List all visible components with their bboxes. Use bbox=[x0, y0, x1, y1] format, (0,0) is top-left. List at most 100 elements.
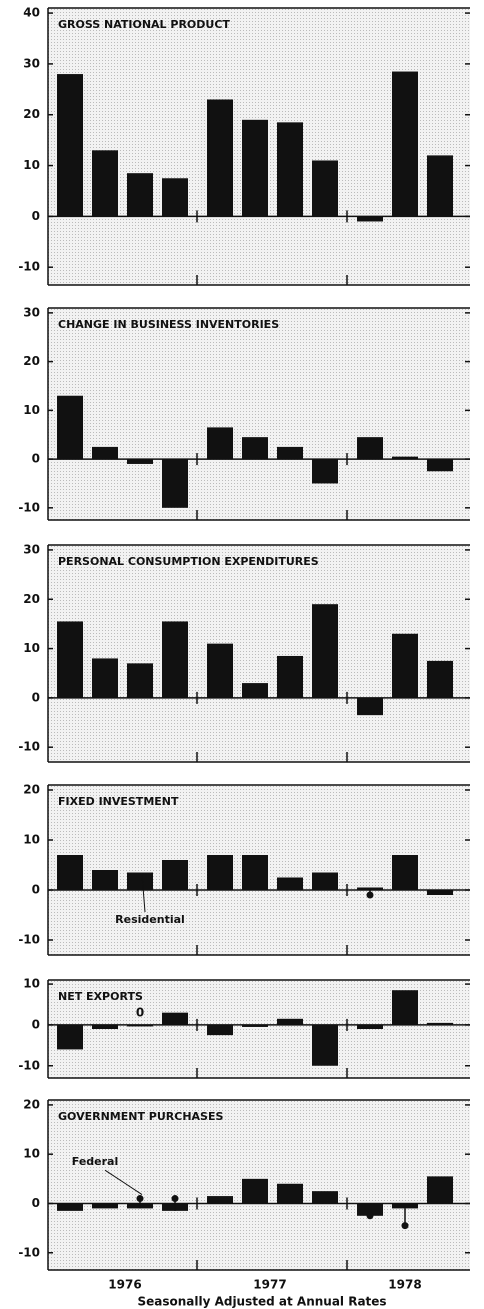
bar bbox=[357, 216, 383, 222]
bar bbox=[92, 150, 118, 217]
y-tick-label: 10 bbox=[23, 833, 40, 847]
panel-title: FIXED INVESTMENT bbox=[58, 795, 179, 808]
y-tick-label: 30 bbox=[23, 305, 40, 319]
bar bbox=[242, 119, 268, 217]
bar bbox=[127, 459, 153, 464]
bar bbox=[162, 459, 188, 508]
bar bbox=[92, 658, 118, 698]
panel-title: CHANGE IN BUSINESS INVENTORIES bbox=[58, 318, 279, 331]
bar bbox=[277, 655, 303, 698]
bar bbox=[277, 877, 303, 890]
bar bbox=[92, 870, 118, 890]
dot bbox=[171, 1195, 179, 1203]
x-axis-label: Seasonally Adjusted at Annual Rates bbox=[137, 1295, 386, 1309]
panel-title: GOVERNMENT PURCHASES bbox=[58, 1110, 223, 1123]
y-tick-label: 10 bbox=[23, 641, 40, 655]
y-tick-label: 0 bbox=[32, 452, 40, 466]
bar bbox=[427, 660, 453, 698]
bar bbox=[312, 1024, 338, 1066]
bar bbox=[162, 1012, 188, 1025]
annotation-arrow bbox=[141, 874, 146, 913]
bar bbox=[57, 74, 83, 217]
bar bbox=[57, 621, 83, 698]
bar bbox=[162, 178, 188, 217]
annotation: Federal bbox=[72, 1155, 118, 1168]
bar bbox=[207, 427, 233, 460]
dot bbox=[401, 1222, 409, 1230]
bar bbox=[57, 1024, 83, 1050]
bar bbox=[312, 1191, 338, 1204]
bar bbox=[427, 1022, 453, 1025]
value-label: 0 bbox=[136, 1005, 144, 1019]
bar bbox=[127, 173, 153, 217]
bar bbox=[92, 1203, 118, 1209]
year-label: 1977 bbox=[253, 1278, 286, 1292]
y-tick-label: 20 bbox=[23, 107, 40, 121]
plot-background bbox=[48, 308, 470, 520]
panel-title: PERSONAL CONSUMPTION EXPENDITURES bbox=[58, 555, 319, 568]
bar bbox=[162, 621, 188, 698]
bar bbox=[392, 456, 418, 460]
bar bbox=[312, 459, 338, 484]
y-tick-label: 20 bbox=[23, 783, 40, 797]
y-tick-label: 10 bbox=[23, 403, 40, 417]
bar bbox=[57, 1203, 83, 1211]
dot bbox=[136, 1195, 144, 1203]
bar bbox=[392, 1203, 418, 1209]
annotation: Residential bbox=[115, 913, 185, 926]
bar bbox=[207, 1024, 233, 1036]
y-tick-label: 0 bbox=[32, 1196, 40, 1210]
y-tick-label: 0 bbox=[32, 883, 40, 897]
y-tick-label: -10 bbox=[18, 933, 40, 947]
bar bbox=[127, 872, 153, 890]
y-tick-label: 20 bbox=[23, 354, 40, 368]
bar bbox=[92, 446, 118, 460]
bar bbox=[392, 71, 418, 217]
bar bbox=[207, 1196, 233, 1204]
bar bbox=[357, 1024, 383, 1029]
bar bbox=[127, 1024, 153, 1027]
bar bbox=[312, 872, 338, 890]
bar bbox=[392, 855, 418, 890]
bar bbox=[207, 643, 233, 698]
y-tick-label: 30 bbox=[23, 542, 40, 556]
y-tick-label: 0 bbox=[32, 1017, 40, 1031]
y-tick-label: 0 bbox=[32, 209, 40, 223]
year-label: 1976 bbox=[108, 1278, 141, 1292]
bar bbox=[242, 1178, 268, 1204]
bar bbox=[427, 1176, 453, 1204]
bar bbox=[242, 437, 268, 460]
annotation-arrow bbox=[104, 1169, 143, 1195]
bar bbox=[277, 1183, 303, 1204]
y-tick-label: 40 bbox=[23, 6, 40, 20]
y-tick-label: -10 bbox=[18, 500, 40, 514]
bar bbox=[392, 633, 418, 698]
y-tick-label: 20 bbox=[23, 592, 40, 606]
bar bbox=[427, 459, 453, 472]
bar bbox=[357, 697, 383, 716]
y-tick-label: -10 bbox=[18, 1058, 40, 1072]
bar bbox=[427, 890, 453, 895]
y-tick-label: 10 bbox=[23, 1147, 40, 1161]
y-tick-label: 10 bbox=[23, 977, 40, 991]
bar bbox=[357, 437, 383, 460]
y-tick-label: -10 bbox=[18, 740, 40, 754]
y-tick-label: 0 bbox=[32, 690, 40, 704]
y-tick-label: -10 bbox=[18, 1245, 40, 1259]
panel-title: GROSS NATIONAL PRODUCT bbox=[58, 18, 230, 31]
bar bbox=[162, 860, 188, 890]
bar bbox=[427, 155, 453, 217]
bar bbox=[92, 1024, 118, 1029]
bar bbox=[392, 990, 418, 1025]
panel-title: NET EXPORTS bbox=[58, 990, 143, 1003]
bar bbox=[242, 683, 268, 698]
bar bbox=[127, 663, 153, 698]
y-tick-label: 20 bbox=[23, 1097, 40, 1111]
bar bbox=[207, 855, 233, 890]
bar bbox=[242, 855, 268, 890]
bar bbox=[312, 160, 338, 217]
dot bbox=[366, 891, 374, 899]
bar bbox=[207, 99, 233, 217]
bar bbox=[57, 395, 83, 460]
y-tick-label: 30 bbox=[23, 56, 40, 70]
